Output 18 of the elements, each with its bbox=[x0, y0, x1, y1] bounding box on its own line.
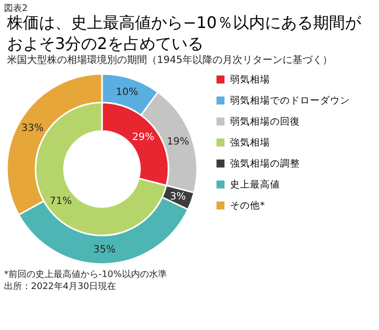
data-label: 10% bbox=[116, 87, 138, 98]
legend-label: 強気相場の調整 bbox=[230, 158, 300, 170]
data-label: 33% bbox=[21, 122, 44, 134]
data-label: 3% bbox=[170, 191, 186, 202]
text: 図表2 bbox=[4, 2, 29, 15]
legend-label: 強気相場 bbox=[230, 136, 270, 148]
chart-subtitle: 米国大型株の相場環境別の期間（1945年以降の月次リターンに基づく） bbox=[7, 54, 332, 66]
legend-label: 弱気相場の回復 bbox=[230, 116, 300, 128]
legend-label: 史上最高値 bbox=[230, 178, 280, 190]
legend-label: 弱気相場でのドローダウン bbox=[230, 94, 350, 106]
data-label: 35% bbox=[93, 244, 116, 256]
text: 出所：2022年4月30日現在 bbox=[4, 281, 118, 293]
data-label: 29% bbox=[132, 132, 154, 143]
data-label: 71% bbox=[50, 196, 72, 208]
data-label: 19% bbox=[166, 136, 190, 148]
legend-label: その他* bbox=[230, 200, 265, 212]
legend-label: 弱気相場 bbox=[230, 74, 270, 86]
text: *前回の史上最高値から-10%以内の水準 bbox=[4, 269, 168, 281]
